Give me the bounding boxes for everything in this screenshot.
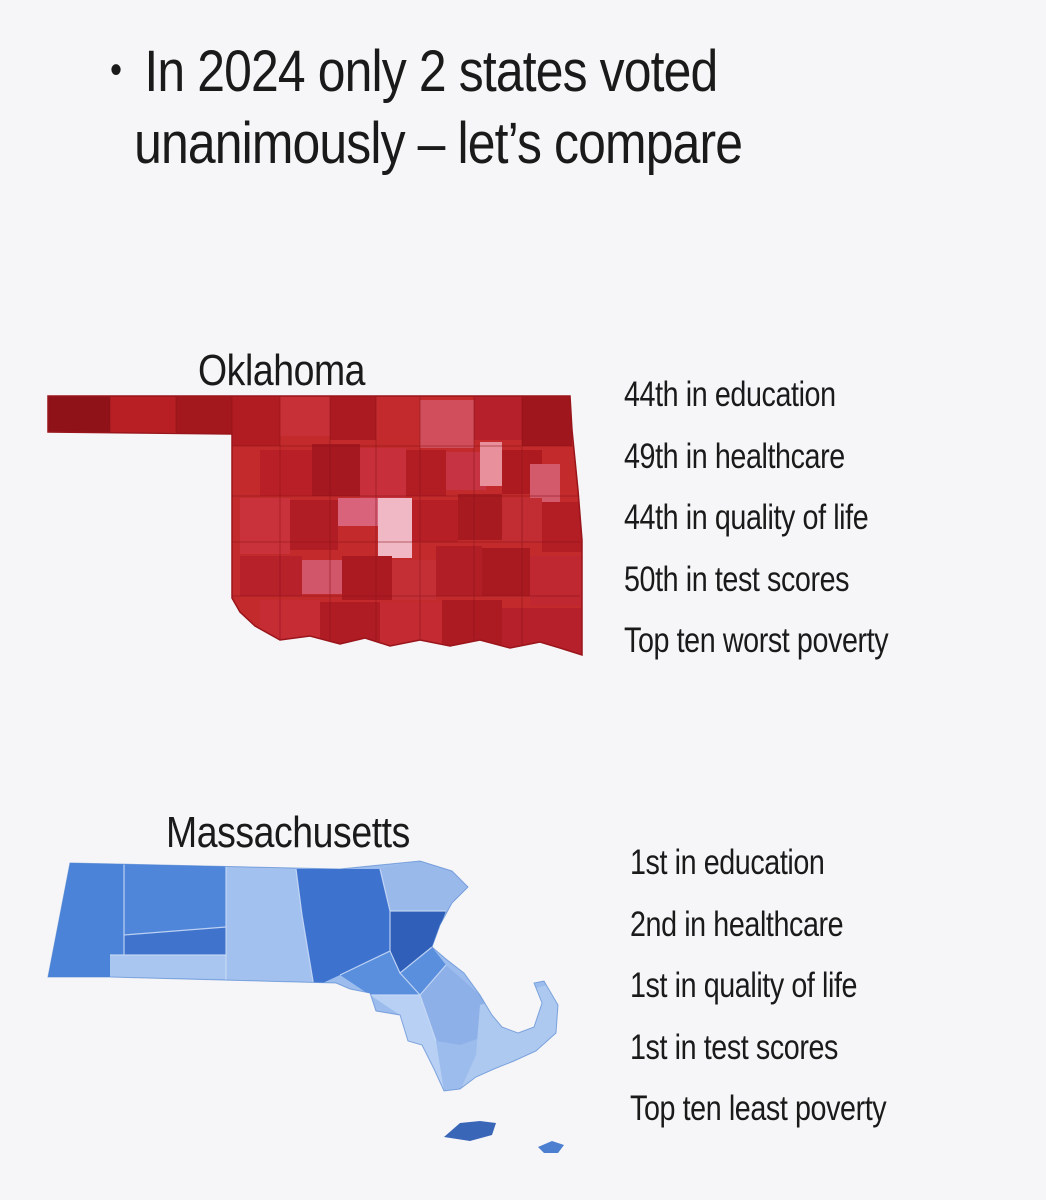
massachusetts-county — [340, 947, 446, 995]
headline-line-1: In 2024 only 2 states voted — [144, 39, 718, 104]
massachusetts-county — [110, 955, 226, 979]
oklahoma-stat: 49th in healthcare — [624, 436, 845, 476]
oklahoma-county — [392, 560, 436, 600]
oklahoma-county — [330, 396, 376, 440]
oklahoma-outline — [47, 395, 583, 657]
massachusetts-county-map — [47, 860, 564, 1153]
massachusetts-stat: 1st in test scores — [630, 1027, 838, 1067]
oklahoma-county — [338, 498, 378, 526]
massachusetts-county — [48, 863, 124, 977]
oklahoma-county — [48, 396, 110, 432]
oklahoma-county — [482, 548, 530, 596]
massachusetts-county — [124, 927, 226, 955]
oklahoma-county — [420, 400, 474, 448]
oklahoma-county — [232, 396, 280, 446]
oklahoma-county — [360, 448, 406, 498]
massachusetts-stat: 2nd in healthcare — [630, 904, 844, 944]
massachusetts-county — [226, 865, 314, 987]
oklahoma-county — [502, 608, 582, 655]
massachusetts-stat: Top ten least poverty — [630, 1089, 887, 1128]
massachusetts-stat: 1st in education — [630, 843, 825, 882]
oklahoma-county — [406, 450, 446, 496]
oklahoma-county — [110, 396, 176, 432]
massachusetts-county — [380, 861, 468, 911]
marthas-vineyard — [444, 1121, 496, 1141]
state-name-oklahoma: Oklahoma — [198, 346, 366, 395]
oklahoma-county — [176, 396, 234, 434]
massachusetts-stat: 1st in quality of life — [630, 966, 858, 1005]
oklahoma-county — [240, 556, 302, 596]
massachusetts-outline — [47, 860, 559, 1092]
oklahoma-stat: 44th in education — [624, 375, 836, 414]
oklahoma-county — [412, 500, 458, 542]
oklahoma-county — [312, 444, 360, 496]
headline-bullet: • — [110, 48, 122, 92]
massachusetts-county — [296, 869, 390, 987]
oklahoma-county — [260, 450, 312, 496]
headline: • In 2024 only 2 states voted unanimously… — [110, 34, 884, 180]
oklahoma-county — [522, 396, 572, 446]
oklahoma-stat: Top ten worst poverty — [624, 621, 889, 660]
oklahoma-county — [474, 396, 522, 440]
nantucket — [538, 1141, 564, 1153]
oklahoma-county — [542, 502, 582, 552]
oklahoma-county — [302, 560, 342, 594]
oklahoma-county — [320, 602, 380, 652]
massachusetts-county — [390, 911, 446, 973]
oklahoma-county — [380, 602, 442, 652]
oklahoma-county-map — [47, 395, 583, 657]
oklahoma-stat: 50th in test scores — [624, 559, 850, 599]
oklahoma-county — [260, 600, 320, 650]
oklahoma-stat: 44th in quality of life — [624, 498, 869, 537]
oklahoma-county — [480, 442, 502, 486]
oklahoma-county — [442, 600, 502, 650]
oklahoma-stats-list: 44th in education 49th in healthcare 44t… — [624, 364, 889, 672]
oklahoma-county — [342, 556, 392, 600]
oklahoma-county — [458, 494, 502, 540]
oklahoma-county — [446, 452, 486, 490]
massachusetts-stats-list: 1st in education 2nd in healthcare 1st i… — [630, 832, 887, 1140]
oklahoma-county — [530, 556, 582, 606]
headline-line-2: unanimously – let’s compare — [134, 111, 743, 176]
oklahoma-county — [436, 546, 482, 596]
oklahoma-county — [240, 498, 290, 554]
massachusetts-county — [124, 863, 226, 935]
oklahoma-county — [280, 396, 330, 436]
oklahoma-county — [376, 396, 420, 438]
massachusetts-county-lines — [110, 863, 447, 1042]
state-name-massachusetts: Massachusetts — [166, 808, 410, 857]
oklahoma-county — [378, 498, 412, 558]
